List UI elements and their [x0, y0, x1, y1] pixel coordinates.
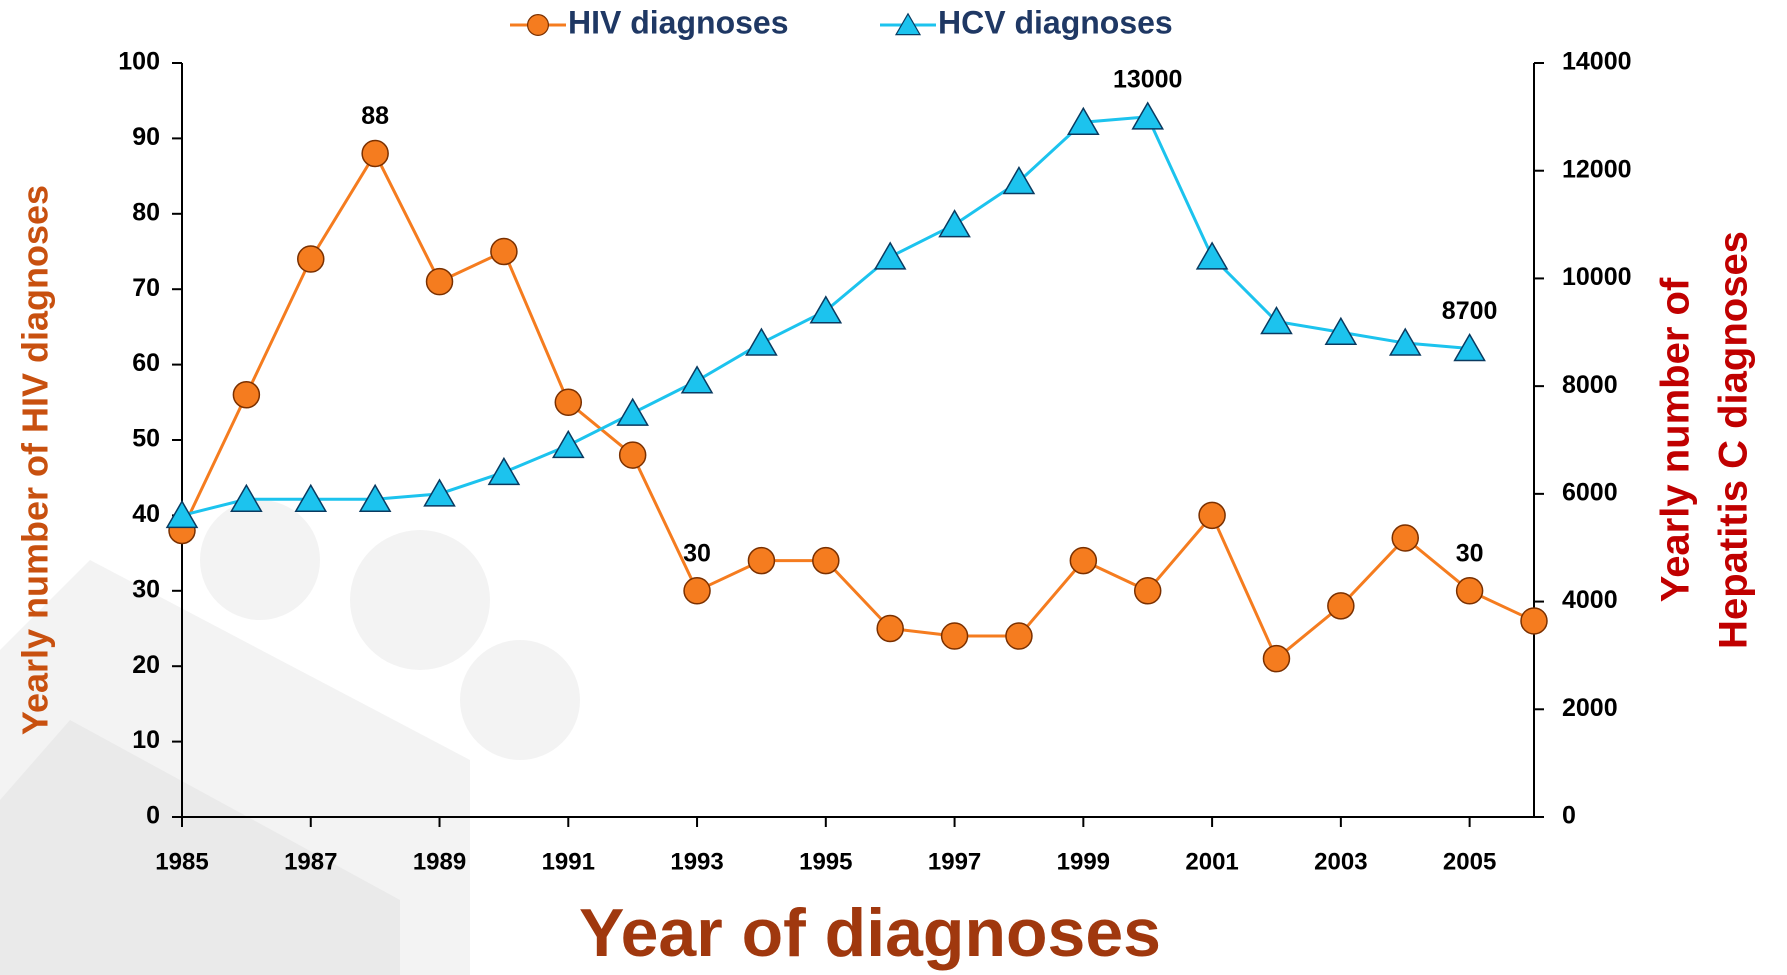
x-tick-label: 1987 [284, 848, 337, 875]
legend-label: HCV diagnoses [938, 4, 1173, 40]
data-point [682, 367, 712, 393]
x-tick-label: 1989 [413, 848, 466, 875]
data-point [620, 442, 646, 468]
data-label: 88 [361, 102, 389, 130]
y-tick-label: 50 [132, 425, 160, 453]
data-point [746, 329, 776, 355]
y2-axis-title: Yearly number of Hepatitis C diagnoses [1654, 231, 1756, 649]
data-point [489, 458, 519, 484]
y2-axis-title-line: Hepatitis C diagnoses [1712, 231, 1756, 649]
y-tick-label: 100 [118, 48, 160, 76]
y2-tick-label: 12000 [1562, 155, 1632, 183]
data-point [875, 243, 905, 269]
y2-tick-label: 2000 [1562, 694, 1618, 722]
data-point [491, 239, 517, 265]
y-tick-label: 60 [132, 349, 160, 377]
y-tick-label: 80 [132, 198, 160, 226]
data-point [1197, 243, 1227, 269]
background-decoration [0, 500, 580, 975]
data-point [425, 480, 455, 506]
y-tick-label: 20 [132, 651, 160, 679]
data-point [427, 269, 453, 295]
data-point [362, 140, 388, 166]
data-point [1392, 525, 1418, 551]
data-point [553, 431, 583, 457]
y2-tick-label: 0 [1562, 802, 1576, 830]
x-tick-label: 2005 [1443, 848, 1496, 875]
y2-axis-title-line: Yearly number of [1654, 277, 1698, 602]
data-point [618, 399, 648, 425]
data-label: 30 [683, 539, 711, 567]
data-point [1263, 646, 1289, 672]
data-point [298, 246, 324, 272]
x-tick-label: 2003 [1314, 848, 1367, 875]
x-tick-label: 1993 [670, 848, 723, 875]
x-tick-label: 1995 [799, 848, 852, 875]
x-tick-label: 1997 [928, 848, 981, 875]
y2-tick-label: 14000 [1562, 48, 1632, 76]
data-point [684, 578, 710, 604]
y2-tick-label: 8000 [1562, 371, 1618, 399]
data-point [1070, 548, 1096, 574]
data-point [1457, 578, 1483, 604]
data-label: 8700 [1442, 297, 1498, 325]
data-point [877, 616, 903, 642]
bg-shape [350, 530, 490, 670]
data-point [748, 548, 774, 574]
x-tick-label: 2001 [1185, 848, 1238, 875]
data-point [233, 382, 259, 408]
data-point [1135, 578, 1161, 604]
y2-tick-label: 6000 [1562, 478, 1618, 506]
y2-tick-label: 4000 [1562, 586, 1618, 614]
legend-marker [528, 15, 549, 36]
chart: Year of diagnoses Yearly number of HIV d… [0, 0, 1787, 975]
legend-label: HIV diagnoses [568, 4, 789, 40]
data-point [940, 211, 970, 237]
y-tick-label: 40 [132, 500, 160, 528]
y2-tick-label: 10000 [1562, 263, 1632, 291]
y-tick-label: 30 [132, 575, 160, 603]
x-tick-label: 1999 [1057, 848, 1110, 875]
x-axis-title: Year of diagnoses [579, 895, 1161, 971]
bg-shape [200, 500, 320, 620]
bg-shape [460, 640, 580, 760]
x-tick-label: 1985 [155, 848, 208, 875]
y-tick-label: 90 [132, 123, 160, 151]
y-tick-label: 70 [132, 274, 160, 302]
data-point [1199, 502, 1225, 528]
data-point [1328, 593, 1354, 619]
y-axis-title: Yearly number of HIV diagnoses [15, 185, 56, 735]
data-label: 13000 [1113, 65, 1183, 93]
data-point [555, 389, 581, 415]
data-point [1521, 608, 1547, 634]
x-tick-label: 1991 [542, 848, 595, 875]
data-point [813, 548, 839, 574]
data-label: 30 [1456, 539, 1484, 567]
y-tick-label: 0 [146, 802, 160, 830]
data-point [1006, 623, 1032, 649]
data-point [942, 623, 968, 649]
data-point [1133, 103, 1163, 129]
y-tick-label: 10 [132, 726, 160, 754]
